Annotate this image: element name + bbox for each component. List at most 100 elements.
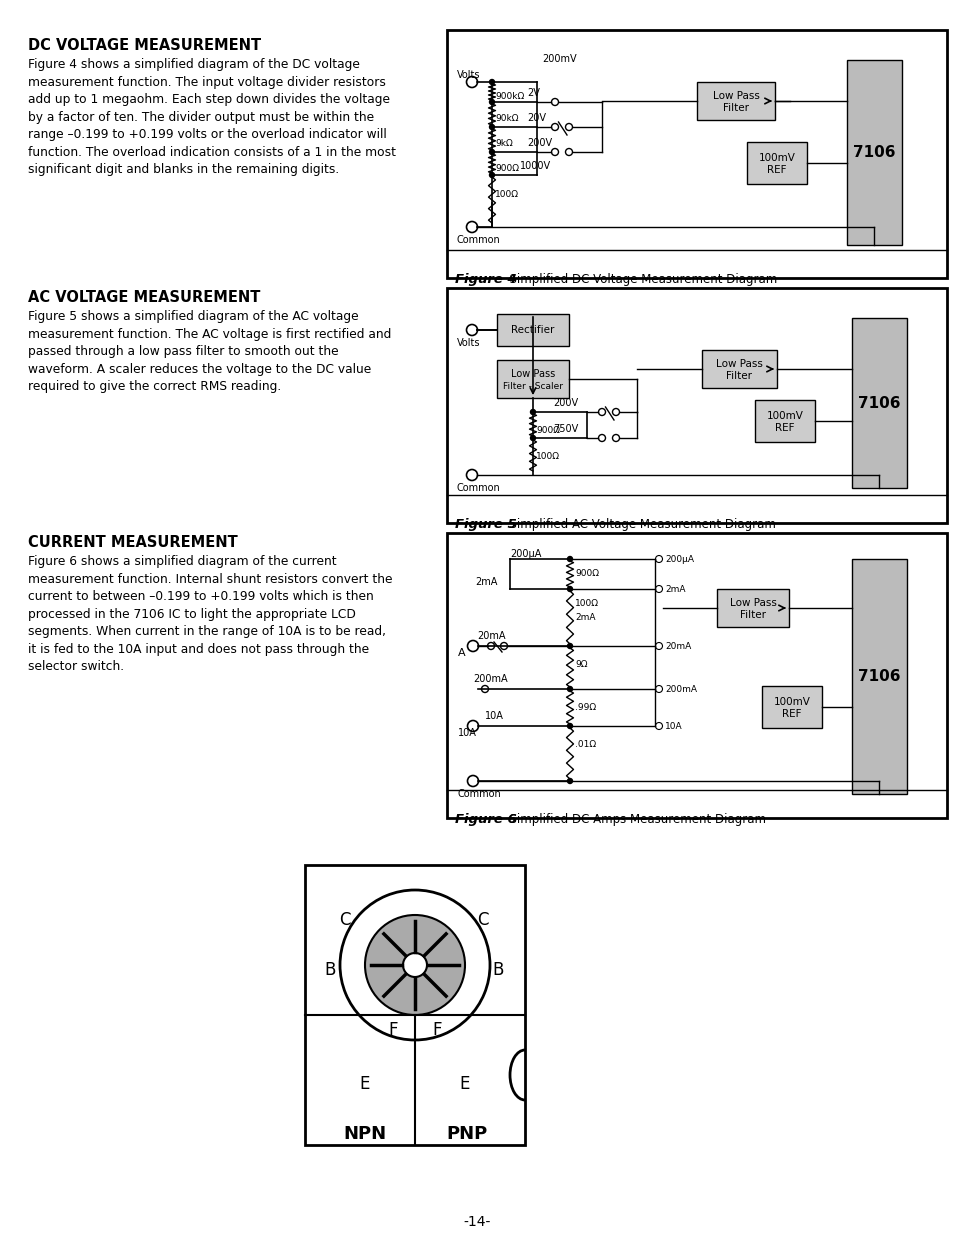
Text: Filter - Scaler: Filter - Scaler (502, 382, 562, 390)
Circle shape (402, 953, 427, 977)
Text: 900kΩ: 900kΩ (495, 91, 524, 101)
Bar (497, 359, 568, 398)
Text: 200V: 200V (526, 138, 552, 148)
Text: Common: Common (457, 789, 501, 799)
Circle shape (530, 436, 535, 441)
Bar (851, 559, 906, 794)
Bar (447, 288, 946, 522)
Text: Figure 5 shows a simplified diagram of the AC voltage: Figure 5 shows a simplified diagram of t… (28, 310, 358, 324)
Text: measurement function. The input voltage divider resistors: measurement function. The input voltage … (28, 75, 385, 89)
Text: Simplified DC Voltage Measurement Diagram: Simplified DC Voltage Measurement Diagra… (501, 273, 777, 287)
Circle shape (489, 100, 494, 105)
Text: 200mA: 200mA (664, 685, 697, 694)
Text: Filter: Filter (726, 370, 752, 382)
Text: current to between –0.199 to +0.199 volts which is then: current to between –0.199 to +0.199 volt… (28, 590, 374, 603)
Text: 200V: 200V (553, 398, 578, 408)
Text: range –0.199 to +0.199 volts or the overload indicator will: range –0.199 to +0.199 volts or the over… (28, 128, 386, 141)
Text: 2mA: 2mA (575, 613, 595, 622)
Text: 900Ω: 900Ω (495, 164, 518, 173)
Circle shape (489, 125, 494, 130)
Bar (701, 350, 776, 388)
Text: Low Pass: Low Pass (712, 91, 759, 101)
Text: 100Ω: 100Ω (575, 599, 598, 608)
Bar (717, 589, 788, 627)
Text: Rectifier: Rectifier (511, 325, 554, 335)
Text: AC VOLTAGE MEASUREMENT: AC VOLTAGE MEASUREMENT (28, 290, 260, 305)
Circle shape (489, 173, 494, 178)
Text: it is fed to the 10A input and does not pass through the: it is fed to the 10A input and does not … (28, 642, 369, 656)
Bar (697, 82, 774, 120)
Text: 2V: 2V (526, 88, 539, 98)
Text: 900Ω: 900Ω (536, 426, 559, 435)
Text: Common: Common (456, 483, 500, 493)
Text: F: F (432, 1021, 441, 1039)
Text: waveform. A scaler reduces the voltage to the DC value: waveform. A scaler reduces the voltage t… (28, 363, 371, 375)
Text: 100Ω: 100Ω (536, 452, 559, 461)
Bar (497, 314, 568, 346)
Bar (851, 317, 906, 488)
Text: REF: REF (781, 709, 801, 719)
Bar (447, 534, 946, 818)
Text: 10A: 10A (664, 722, 682, 731)
Circle shape (567, 724, 572, 729)
Circle shape (489, 149, 494, 154)
Circle shape (489, 79, 494, 84)
Text: E: E (359, 1074, 370, 1093)
Text: add up to 1 megaohm. Each step down divides the voltage: add up to 1 megaohm. Each step down divi… (28, 93, 390, 106)
Text: 9Ω: 9Ω (575, 659, 587, 669)
Text: F: F (388, 1021, 397, 1039)
Text: Filter: Filter (740, 610, 765, 620)
Text: 900Ω: 900Ω (575, 569, 598, 578)
Text: E: E (459, 1074, 470, 1093)
Text: 7106: 7106 (852, 144, 895, 161)
Text: B: B (492, 961, 503, 979)
Text: .01Ω: .01Ω (575, 740, 596, 748)
Text: 2mA: 2mA (475, 577, 497, 587)
Text: C: C (339, 911, 351, 929)
Bar (746, 142, 806, 184)
Text: measurement function. Internal shunt resistors convert the: measurement function. Internal shunt res… (28, 573, 392, 585)
Text: CURRENT MEASUREMENT: CURRENT MEASUREMENT (28, 535, 237, 550)
Text: required to give the correct RMS reading.: required to give the correct RMS reading… (28, 380, 281, 393)
Circle shape (567, 778, 572, 783)
Text: segments. When current in the range of 10A is to be read,: segments. When current in the range of 1… (28, 625, 386, 638)
Circle shape (567, 557, 572, 562)
Text: selector switch.: selector switch. (28, 659, 124, 673)
Text: Figure 6: Figure 6 (455, 813, 517, 826)
Bar (754, 400, 814, 442)
Text: 20mA: 20mA (664, 642, 691, 651)
Text: 2mA: 2mA (664, 585, 685, 594)
Text: REF: REF (766, 165, 786, 175)
Text: 7106: 7106 (858, 395, 900, 410)
Circle shape (530, 410, 535, 415)
Bar (305, 864, 524, 1145)
Text: A: A (457, 648, 465, 658)
Text: 200mV: 200mV (541, 54, 576, 64)
Circle shape (567, 687, 572, 692)
Text: 750V: 750V (553, 424, 578, 433)
Text: 200μA: 200μA (510, 550, 540, 559)
Text: passed through a low pass filter to smooth out the: passed through a low pass filter to smoo… (28, 345, 338, 358)
Bar (846, 61, 901, 245)
Text: NPN: NPN (343, 1125, 386, 1144)
Text: Simplified DC Amps Measurement Diagram: Simplified DC Amps Measurement Diagram (501, 813, 765, 826)
Text: Figure 4 shows a simplified diagram of the DC voltage: Figure 4 shows a simplified diagram of t… (28, 58, 359, 70)
Bar (761, 685, 821, 727)
Circle shape (567, 587, 572, 592)
Text: Figure 4: Figure 4 (455, 273, 517, 287)
Text: DC VOLTAGE MEASUREMENT: DC VOLTAGE MEASUREMENT (28, 38, 261, 53)
Text: -14-: -14- (463, 1215, 490, 1229)
Text: 10A: 10A (457, 727, 476, 739)
Text: 200mA: 200mA (473, 674, 507, 684)
Text: 20V: 20V (526, 112, 545, 124)
Text: 100mV: 100mV (766, 411, 802, 421)
Text: Low Pass: Low Pass (511, 369, 555, 379)
Bar (447, 30, 946, 278)
Text: 100mV: 100mV (758, 153, 795, 163)
Text: 9kΩ: 9kΩ (495, 140, 512, 148)
Text: Common: Common (456, 235, 500, 245)
Text: 200μA: 200μA (664, 555, 693, 564)
Text: measurement function. The AC voltage is first rectified and: measurement function. The AC voltage is … (28, 327, 391, 341)
Text: Volts: Volts (456, 70, 480, 80)
Text: B: B (324, 961, 335, 979)
